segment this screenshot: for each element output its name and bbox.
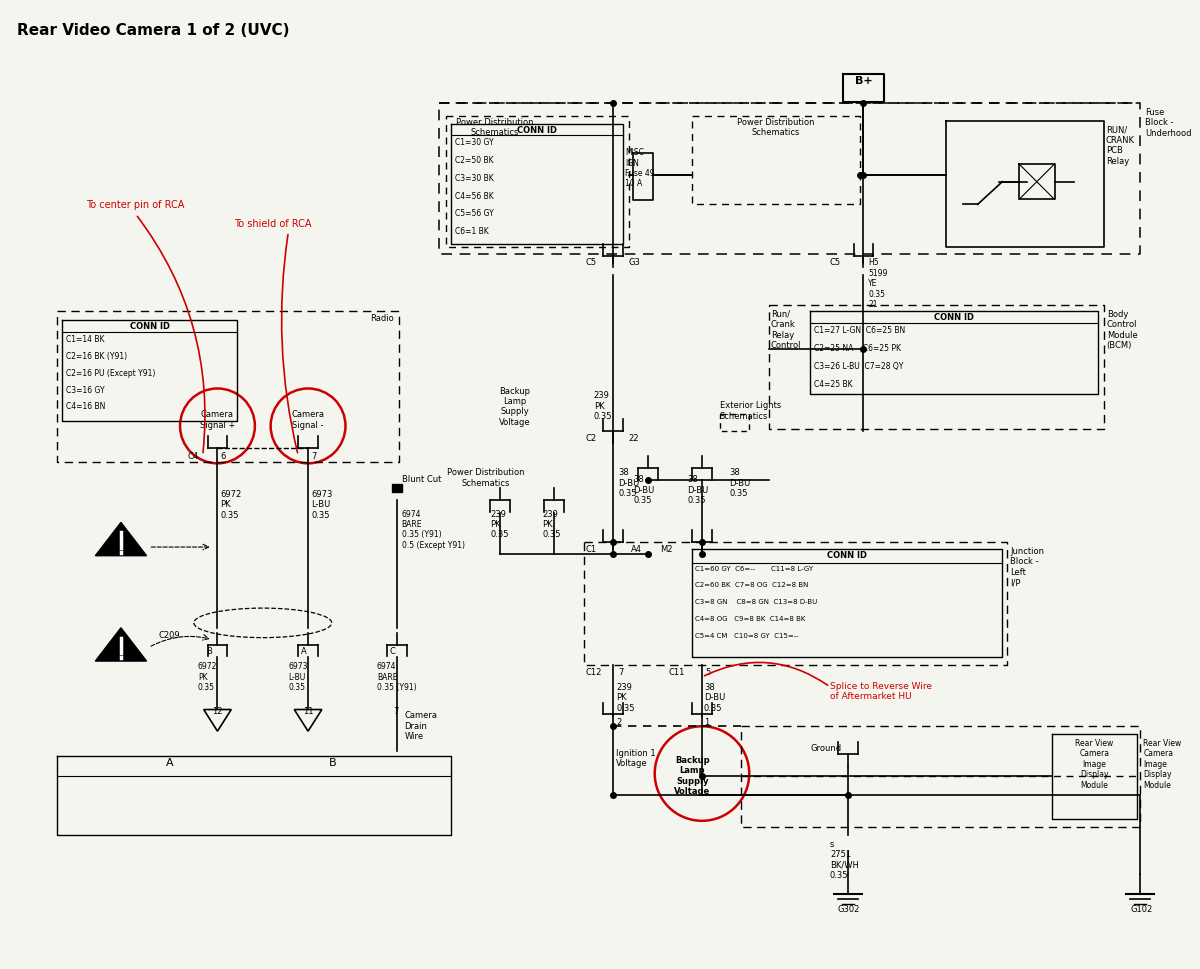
Text: B+: B+ — [854, 77, 872, 86]
Text: C1=14 BK: C1=14 BK — [66, 335, 104, 344]
Text: C3=30 BK: C3=30 BK — [455, 173, 493, 183]
Text: Blunt Cut: Blunt Cut — [402, 475, 440, 484]
Text: 1: 1 — [704, 718, 709, 728]
Text: 38
D-BU
0.35: 38 D-BU 0.35 — [634, 475, 654, 505]
Text: 2: 2 — [617, 718, 622, 728]
Text: C1=30 GY: C1=30 GY — [455, 139, 493, 147]
Text: C4: C4 — [188, 453, 199, 461]
Text: 22: 22 — [628, 434, 638, 443]
Text: C4=8 OG   C9=8 BK  C14=8 BK: C4=8 OG C9=8 BK C14=8 BK — [695, 616, 805, 622]
Text: CONN ID: CONN ID — [827, 551, 868, 560]
Text: M2: M2 — [661, 546, 673, 554]
Text: To center pin of RCA: To center pin of RCA — [86, 201, 185, 210]
Text: C2=16 BK (Y91): C2=16 BK (Y91) — [66, 352, 127, 361]
Text: s
2751
BK/WH
0.35: s 2751 BK/WH 0.35 — [830, 839, 859, 880]
Text: C6=1 BK: C6=1 BK — [455, 227, 488, 236]
Text: C3=26 L-BU  C7=28 QY: C3=26 L-BU C7=28 QY — [815, 361, 904, 371]
Text: A: A — [301, 647, 307, 656]
Text: Camera
Signal +: Camera Signal + — [199, 410, 235, 429]
Text: Radio: Radio — [370, 314, 394, 323]
Text: C2=50 BK: C2=50 BK — [455, 156, 493, 165]
Text: Camera
Signal -: Camera Signal - — [292, 410, 324, 429]
Text: 38
D-BU
0.35: 38 D-BU 0.35 — [704, 683, 725, 713]
Text: B: B — [329, 758, 336, 767]
Text: A: A — [167, 758, 174, 767]
Text: C12: C12 — [586, 669, 602, 677]
Text: C: C — [390, 647, 396, 656]
Text: 6974
BARE
0.35 (Y91)
0.5 (Except Y91): 6974 BARE 0.35 (Y91) 0.5 (Except Y91) — [402, 510, 464, 549]
Text: 6974
BARE
0.35 (Y91): 6974 BARE 0.35 (Y91) — [377, 662, 416, 692]
Text: 7: 7 — [618, 669, 624, 677]
Text: RUN/
CRANK
PCB
Relay: RUN/ CRANK PCB Relay — [1105, 126, 1135, 166]
Text: C4=56 BK: C4=56 BK — [455, 192, 493, 201]
Text: CONN ID: CONN ID — [130, 322, 169, 330]
Text: Run/
Crank
Relay
Control: Run/ Crank Relay Control — [770, 310, 802, 350]
Text: Ground: Ground — [810, 744, 841, 753]
Text: 239
PK
0.35: 239 PK 0.35 — [617, 683, 635, 713]
Text: Splice to Reverse Wire
of Aftermarket HU: Splice to Reverse Wire of Aftermarket HU — [830, 682, 932, 702]
Text: Backup
Lamp
Supply
Voltage: Backup Lamp Supply Voltage — [499, 387, 530, 426]
Text: CONN ID: CONN ID — [517, 126, 557, 135]
Text: 6: 6 — [221, 453, 226, 461]
Text: Body
Control
Module
(BCM): Body Control Module (BCM) — [1106, 310, 1138, 350]
Text: CONN ID: CONN ID — [934, 313, 974, 322]
Text: C5=56 GY: C5=56 GY — [455, 209, 493, 218]
Text: C209: C209 — [158, 631, 180, 640]
Text: C5: C5 — [829, 259, 840, 267]
Text: C2=16 PU (Except Y91): C2=16 PU (Except Y91) — [66, 369, 155, 378]
Text: 38
D-BU
0.35: 38 D-BU 0.35 — [730, 468, 751, 498]
Text: 5: 5 — [704, 669, 710, 677]
Text: 6973
L-BU
0.35: 6973 L-BU 0.35 — [288, 662, 308, 692]
Bar — [391, 484, 402, 492]
Text: 38
D-BU
0.35: 38 D-BU 0.35 — [688, 475, 708, 505]
Text: 11: 11 — [304, 706, 313, 715]
Text: C11: C11 — [668, 669, 685, 677]
Text: C1=60 GY  C6=--       C11=8 L-GY: C1=60 GY C6=-- C11=8 L-GY — [695, 566, 814, 572]
Text: 7: 7 — [311, 453, 317, 461]
Text: 239
PK
0.35: 239 PK 0.35 — [594, 391, 612, 422]
Text: G302: G302 — [838, 905, 860, 915]
Text: Fuse
Block -
Underhood: Fuse Block - Underhood — [1145, 108, 1192, 138]
Text: Rear View
Camera
Image
Display
Module: Rear View Camera Image Display Module — [1075, 739, 1114, 790]
Text: B: B — [205, 647, 211, 656]
Text: A4: A4 — [631, 546, 642, 554]
Text: C3=8 GN    C8=8 GN  C13=8 D-BU: C3=8 GN C8=8 GN C13=8 D-BU — [695, 599, 817, 606]
Text: To shield of RCA: To shield of RCA — [234, 219, 312, 229]
Text: G102: G102 — [1130, 905, 1153, 915]
Text: C4=16 BN: C4=16 BN — [66, 402, 106, 411]
Text: Junction
Block -
Left
I/P: Junction Block - Left I/P — [1010, 547, 1044, 587]
Text: 12: 12 — [212, 706, 223, 715]
Text: MISC
IGN
Fuse 49
10 A: MISC IGN Fuse 49 10 A — [625, 148, 655, 188]
Text: C1: C1 — [586, 546, 596, 554]
Text: C2=25 NA    C6=25 PK: C2=25 NA C6=25 PK — [815, 344, 901, 353]
Text: Backup
Lamp
Supply
Voltage: Backup Lamp Supply Voltage — [674, 756, 710, 796]
Text: Power Distribution
Schematics: Power Distribution Schematics — [446, 468, 524, 487]
Text: 6972
PK
0.35: 6972 PK 0.35 — [221, 490, 241, 519]
Text: 6973
L-BU
0.35: 6973 L-BU 0.35 — [311, 490, 332, 519]
Polygon shape — [95, 522, 146, 555]
Text: 6972
PK
0.35: 6972 PK 0.35 — [198, 662, 217, 692]
Text: G3: G3 — [628, 259, 640, 267]
Text: H5
5199
YE
0.35
21: H5 5199 YE 0.35 21 — [869, 259, 888, 309]
Text: C4=25 BK: C4=25 BK — [815, 380, 853, 389]
Text: C5: C5 — [586, 259, 596, 267]
Text: Rear View
Camera
Image
Display
Module: Rear View Camera Image Display Module — [1144, 739, 1182, 790]
Text: Power Distribution
Schematics: Power Distribution Schematics — [737, 117, 815, 137]
Text: 239
PK
0.35: 239 PK 0.35 — [491, 510, 509, 540]
Text: 239
PK
0.35: 239 PK 0.35 — [542, 510, 560, 540]
Text: C5=4 CM   C10=8 GY  C15=--: C5=4 CM C10=8 GY C15=-- — [695, 633, 799, 639]
Text: C3=16 GY: C3=16 GY — [66, 386, 104, 394]
Text: Exterior Lights
Schematics: Exterior Lights Schematics — [720, 401, 781, 421]
Text: Rear Video Camera 1 of 2 (UVC): Rear Video Camera 1 of 2 (UVC) — [17, 23, 289, 38]
Text: 7: 7 — [394, 706, 400, 715]
Text: C2: C2 — [586, 434, 596, 443]
Polygon shape — [95, 628, 146, 661]
Text: Power Distribution
Schematics: Power Distribution Schematics — [456, 117, 534, 137]
Text: C2=60 BK  C7=8 OG  C12=8 BN: C2=60 BK C7=8 OG C12=8 BN — [695, 582, 809, 588]
Text: Camera
Drain
Wire: Camera Drain Wire — [404, 711, 438, 741]
Text: Ignition 1
Voltage: Ignition 1 Voltage — [617, 749, 656, 768]
Text: C1=27 L-GN  C6=25 BN: C1=27 L-GN C6=25 BN — [815, 327, 906, 335]
Text: 38
D-BU
0.35: 38 D-BU 0.35 — [618, 468, 640, 498]
